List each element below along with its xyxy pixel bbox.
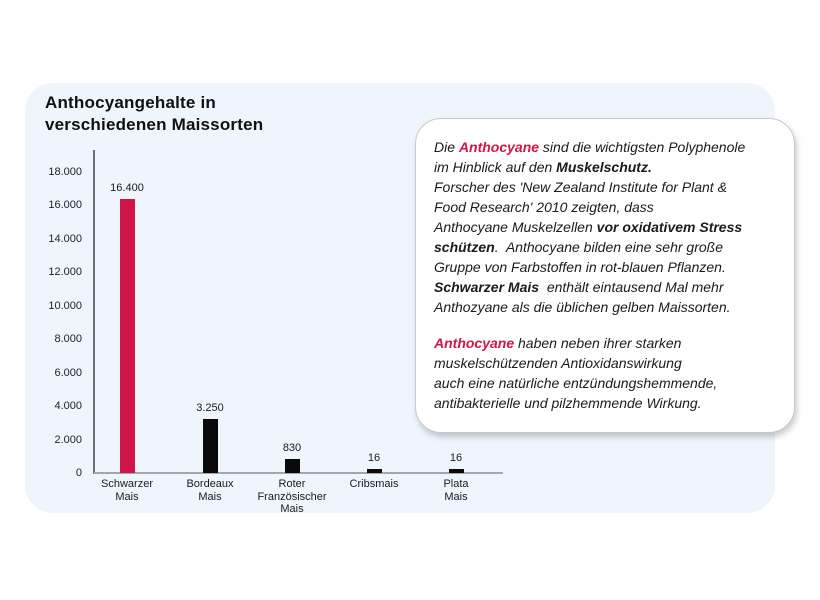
text-segment: haben neben ihrer starken muskelschützen… bbox=[434, 335, 718, 411]
chart-title: Anthocyangehalte in verschiedenen Maisso… bbox=[45, 93, 264, 135]
y-axis-tick-label: 12.000 bbox=[48, 266, 82, 279]
y-axis-line bbox=[93, 150, 95, 474]
infobox-paragraph: Anthocyane haben neben ihrer starken mus… bbox=[434, 333, 776, 413]
y-axis-tick-label: 14.000 bbox=[48, 232, 82, 245]
y-axis-tick-label: 4.000 bbox=[54, 400, 82, 413]
bar-chart: 18.000 16.000 14.000 12.000 10.000 8.000 6.000… bbox=[25, 83, 775, 515]
y-axis-tick-label: 6.000 bbox=[54, 366, 82, 379]
text-segment: vor oxidativem Stress schützen bbox=[434, 219, 743, 255]
x-axis-line bbox=[94, 472, 503, 474]
bar-plata-mais bbox=[449, 469, 464, 473]
y-axis-tick-label: 0 bbox=[75, 467, 82, 479]
category-label: Cribsmais bbox=[349, 478, 399, 490]
infobox-paragraph: Die Anthocyane sind die wichtigsten Poly… bbox=[434, 137, 776, 317]
y-axis-tick-label: 2.000 bbox=[54, 433, 82, 446]
y-axis-tick-label: 18.000 bbox=[48, 166, 82, 178]
info-card-text: Die Anthocyane sind die wichtigsten Poly… bbox=[434, 137, 776, 413]
text-segment: Muskelschutz. bbox=[556, 159, 652, 175]
bar-roter-franzoesischer-mais bbox=[285, 459, 300, 473]
bar-schwarzer-mais bbox=[120, 199, 135, 473]
bar-value-label: 16 bbox=[367, 452, 381, 464]
text-segment: sind die wichtigsten Polyphenole im Hinb… bbox=[434, 139, 746, 175]
category-label: Roter Französischer Mais bbox=[257, 478, 327, 515]
bar-value-label: 830 bbox=[282, 442, 302, 454]
bar-value-label: 16 bbox=[449, 452, 463, 464]
y-axis-tick-label: 16.000 bbox=[48, 199, 82, 212]
text-segment: Schwarzer Mais bbox=[434, 279, 540, 295]
category-label: Plata Mais bbox=[443, 478, 469, 503]
text-segment: . Anthocyane bilden eine sehr große Grup… bbox=[434, 239, 726, 275]
text-segment: Die bbox=[434, 139, 459, 155]
text-segment: Forscher des 'New Zealand Institute for … bbox=[434, 179, 727, 235]
text-segment: Anthocyane bbox=[458, 139, 540, 155]
y-axis-tick-label: 8.000 bbox=[54, 333, 82, 346]
y-axis-tick-label: 10.000 bbox=[48, 299, 82, 312]
info-card: Die Anthocyane sind die wichtigsten Poly… bbox=[415, 118, 795, 433]
category-label: Schwarzer Mais bbox=[101, 478, 153, 503]
bar-value-label: 16.400 bbox=[110, 182, 144, 194]
bar-bordeaux-mais bbox=[203, 419, 218, 473]
text-segment: enthält eintausend Mal mehr Anthozyane a… bbox=[434, 279, 731, 315]
bar-value-label: 3.250 bbox=[196, 402, 224, 414]
text-segment: Anthocyane bbox=[434, 335, 515, 351]
category-label: Bordeaux Mais bbox=[186, 478, 234, 503]
bar-cribsmais bbox=[367, 469, 382, 473]
